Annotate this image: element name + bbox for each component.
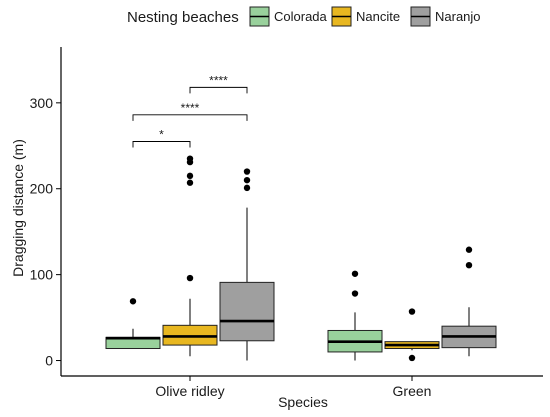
legend-title: Nesting beaches [127,9,239,26]
outlier-point [465,261,473,269]
box-naranjo-olive-ridley [219,168,275,361]
significance-bracket: **** [132,101,248,121]
significance-bracket: **** [189,73,248,94]
outlier-point [243,184,251,192]
legend-label: Naranjo [435,9,481,24]
legend: Nesting beaches Colorada Nancite Naranjo [127,6,481,27]
y-tick-label: 100 [30,267,54,283]
outlier-point [351,290,359,297]
outlier-point [408,354,416,362]
legend-label: Nancite [356,9,400,24]
box-colorada-olive-ridley [105,298,161,350]
outlier-point [465,246,473,253]
x-tick-label: Green [393,383,432,399]
outlier-point [129,298,137,305]
x-axis-title: Species [278,394,328,410]
legend-label: Colorada [274,9,328,24]
x-tick-label: Olive ridley [155,383,224,399]
y-tick-label: 300 [30,95,54,111]
box-nancite-olive-ridley [162,155,218,357]
significance-label: * [159,127,164,141]
y-axis: Dragging distance (m) [10,139,26,277]
significance-label: **** [209,73,228,87]
y-tick-label: 0 [45,353,53,369]
outlier-point [243,176,251,184]
y-tick-label: 200 [30,181,54,197]
box-nancite-green [384,308,440,362]
significance-label: **** [181,101,200,115]
box-iqr [219,281,275,342]
outlier-point [186,155,194,162]
outlier-point [408,308,416,315]
bracket-line [189,86,248,94]
outlier-point [351,270,359,277]
outlier-point [243,168,251,175]
significance-bracket: * [132,127,191,148]
y-axis-title: Dragging distance (m) [10,139,26,277]
bracket-line [132,141,191,148]
x-axis: Species [278,394,328,410]
box-colorada-green [327,270,383,361]
box-naranjo-green [441,246,497,357]
bracket-line [132,114,248,121]
outlier-point [186,274,194,282]
outlier-point [186,172,194,180]
outlier-point [186,179,194,186]
